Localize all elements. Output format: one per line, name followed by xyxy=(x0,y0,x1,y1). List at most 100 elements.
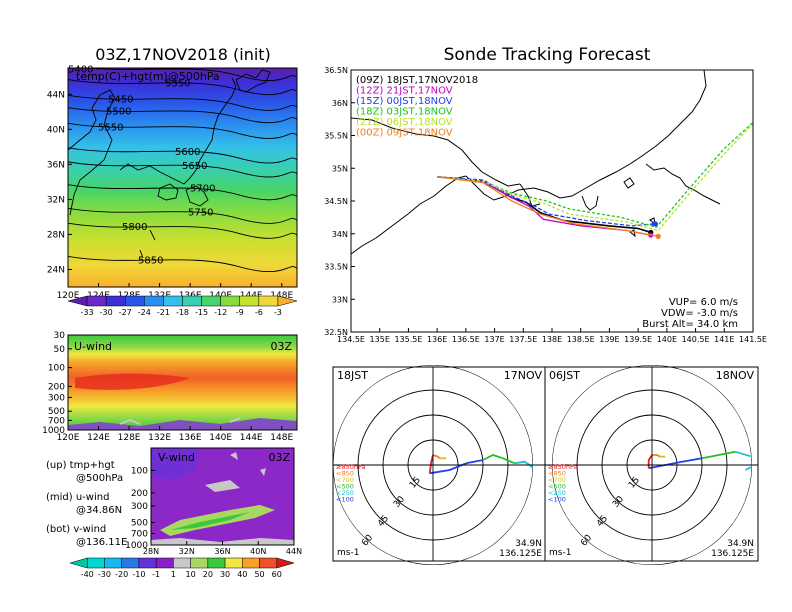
tracking-x-ticks: 134.5E 135E 135.5E 136E 136.5E 137E 137.5E 138E… xyxy=(337,328,767,344)
tracking-y-ticks: 32.5N 33N 33.5N 34N 34.5N 35N 35.5N 36N 36.5N xyxy=(324,66,355,337)
x-tick-label: 139E xyxy=(599,335,619,344)
hodograph-trace xyxy=(648,457,703,470)
u-wind-surface xyxy=(68,418,297,430)
x-tick-label: 136.5E xyxy=(452,335,480,344)
y-tick-label: 100 xyxy=(48,364,65,374)
hodograph-date-label: 18NOV xyxy=(716,369,755,382)
colorbar-swatch xyxy=(105,295,126,307)
colorbar-swatch xyxy=(276,557,295,569)
hodograph-trace xyxy=(429,459,484,475)
colorbar-swatch xyxy=(182,295,202,307)
x-tick-label: 135E xyxy=(370,335,390,344)
track-legend-entry: (00Z) 09JST,18NOV xyxy=(356,128,453,139)
colorbar-label: 10 xyxy=(186,570,196,579)
colorbar-label: 30 xyxy=(220,570,230,579)
v-colorbar-labels: -40 -30 -20 -10 -1 1 10 20 30 40 50 60 xyxy=(81,570,282,579)
hodograph-level-label: <100 xyxy=(548,496,566,504)
colorbar-label: -24 xyxy=(138,308,151,317)
y-tick-label: 50 xyxy=(54,345,66,355)
colorbar-swatch xyxy=(239,295,260,307)
x-tick-label: 140E xyxy=(209,433,232,443)
track-legend-entry: (18Z) 03JST,18NOV xyxy=(356,107,453,118)
contour-line xyxy=(68,256,297,273)
temp-colorbar-labels: -33 -30 -27 -24 -21 -18 -15 -12 -9 -6 -3 xyxy=(81,308,282,317)
temp-map-contours xyxy=(68,68,297,273)
hodograph-unit-label: ms-1 xyxy=(549,548,571,558)
y-tick-label: 28N xyxy=(47,230,65,240)
x-tick-label: 44N xyxy=(286,547,302,556)
tracking-title: Sonde Tracking Forecast xyxy=(444,45,651,65)
x-tick-label: 141E xyxy=(714,335,734,344)
temp-map-y-ticks: 24N 28N 32N 36N 40N 44N xyxy=(47,90,72,275)
track-line xyxy=(437,176,655,227)
x-tick-label: 32N xyxy=(179,547,195,556)
x-tick-label: 139.5E xyxy=(624,335,652,344)
v-wind-x-ticks: 28N 32N 36N 40N 44N xyxy=(143,541,302,556)
u-wind-label: U-wind xyxy=(74,340,112,353)
hodograph-unit-label: ms-1 xyxy=(337,548,359,558)
y-tick-label: 35.5N xyxy=(324,132,348,141)
x-tick-label: 124E xyxy=(87,433,110,443)
colorbar-swatch xyxy=(144,295,164,307)
contour-label: 5550 xyxy=(98,122,123,133)
colorbar-label: -15 xyxy=(195,308,208,317)
colorbar-label: -33 xyxy=(81,308,94,317)
x-tick-label: 138.5E xyxy=(567,335,595,344)
colorbar-label: -30 xyxy=(100,308,113,317)
colorbar-swatch xyxy=(190,557,209,569)
hodograph-time-label: 18JST xyxy=(337,369,368,382)
x-tick-label: 141.5E xyxy=(739,335,767,344)
hodograph-trace xyxy=(735,450,752,471)
y-tick-label: 24N xyxy=(47,265,65,275)
contour-line xyxy=(68,207,297,224)
hodograph-trace xyxy=(647,454,653,469)
v-colorbar xyxy=(69,557,295,569)
param-burst: Burst Alt= 34.0 km xyxy=(642,319,738,330)
y-tick-label: 36N xyxy=(47,160,65,170)
contour-line xyxy=(68,222,297,239)
colorbar-label: 50 xyxy=(254,570,264,579)
hodograph-trace xyxy=(514,460,533,469)
y-tick-label: 700 xyxy=(131,529,148,539)
v-wind-label: V-wind xyxy=(158,451,195,464)
colorbar-label: 20 xyxy=(203,570,213,579)
track-legend: (09Z) 18JST,17NOV2018(12Z) 21JST,17NOV(1… xyxy=(356,75,478,139)
temp-map-field xyxy=(68,68,297,287)
x-tick-label: 120E xyxy=(57,291,80,301)
hodograph-level-label: <700 xyxy=(548,476,566,484)
colorbar-swatch xyxy=(155,557,174,569)
colorbar-swatch xyxy=(104,557,122,569)
colorbar-swatch xyxy=(163,295,183,307)
side-legend-bot-sub: @136.11E xyxy=(76,537,127,548)
x-tick-label: 136E xyxy=(179,433,202,443)
hodograph-level-label: <250 xyxy=(548,489,566,497)
x-tick-label: 132E xyxy=(148,433,171,443)
hodograph-time-label: 06JST xyxy=(549,369,580,382)
param-vup: VUP= 6.0 m/s xyxy=(669,297,738,308)
x-tick-label: 140E xyxy=(657,335,677,344)
colorbar-label: -27 xyxy=(119,308,132,317)
y-tick-label: 44N xyxy=(47,90,65,100)
y-tick-label: 30 xyxy=(54,331,66,341)
hodograph-trace xyxy=(701,450,736,460)
u-wind-jet-core xyxy=(75,373,190,390)
colorbar-swatch xyxy=(201,295,221,307)
x-tick-label: 128E xyxy=(118,433,141,443)
y-tick-label: 300 xyxy=(131,502,148,512)
contour-label: 5600 xyxy=(175,147,200,158)
side-legend-up: (up) tmp+hgt xyxy=(46,460,115,471)
y-tick-label: 34.5N xyxy=(324,197,348,206)
x-tick-label: 137E xyxy=(484,335,504,344)
track-legend-entry: (21Z) 06JST,18NOV xyxy=(356,117,453,128)
contour-line xyxy=(68,161,297,178)
colorbar-label: -1 xyxy=(152,570,160,579)
y-tick-label: 300 xyxy=(48,393,65,403)
u-wind-panel: U-wind 03Z 120E 124E 128E 132E 136E 140E 144E 1… xyxy=(42,331,298,443)
x-tick-label: 138E xyxy=(542,335,562,344)
hodograph-lon-label: 136.125E xyxy=(499,549,542,559)
x-tick-label: 120E xyxy=(57,433,80,443)
